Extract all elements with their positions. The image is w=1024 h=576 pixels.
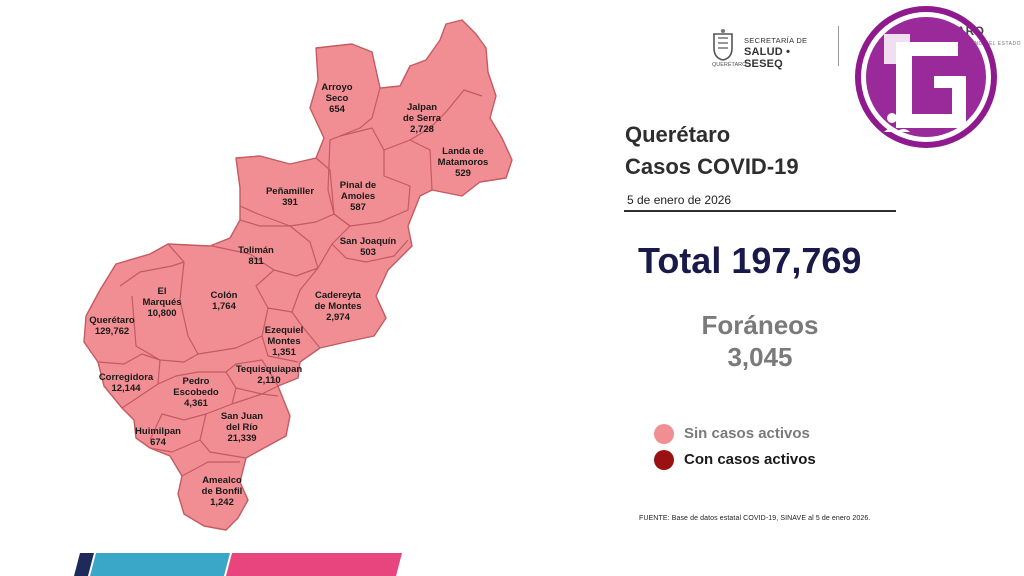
legend-label-con-casos: Con casos activos (684, 451, 816, 468)
label-el-marques: El Marqués 10,800 (142, 286, 182, 319)
secretaria-text: SECRETARÍA DE (744, 36, 808, 45)
border-cadereyta (291, 243, 333, 349)
label-queretaro: Querétaro 129,762 (89, 315, 135, 337)
seal-caption: QUERÉTARO (712, 62, 747, 68)
legend-swatch-con-casos (654, 450, 674, 470)
header-divider (838, 26, 839, 66)
label-amealco: Amealco de Bonfil 1,242 (201, 475, 243, 508)
legend-label-sin-casos: Sin casos activos (684, 425, 810, 442)
footer-color-bar (74, 553, 402, 576)
label-corregidora: Corregidora 12,144 (98, 372, 154, 394)
label-toliman: Tolimán 811 (238, 245, 274, 267)
queretaro-map (83, 19, 513, 531)
label-cadereyta: Cadereyta de Montes 2,974 (314, 290, 362, 323)
label-arroyo-seco: Arroyo Seco 654 (321, 82, 353, 115)
state-seal-icon (713, 29, 733, 61)
label-pedro-escobedo: Pedro Escobedo 4,361 (173, 376, 219, 409)
border-colon (167, 243, 275, 355)
border-penamiller (239, 157, 335, 227)
border-queretaro-corregidora (97, 353, 161, 409)
border-ezequiel (261, 307, 299, 363)
salud-seseq-text: SALUD • SESEQ (744, 46, 791, 70)
border-pinal (327, 127, 411, 227)
border-huimilpan-amealco (149, 439, 240, 477)
border-jalpan-landa (409, 89, 483, 141)
label-colon: Colón 1,764 (210, 290, 238, 312)
date-underline (624, 210, 896, 212)
border-san-joaquin (331, 213, 409, 263)
label-san-joaquin: San Joaquín 503 (339, 236, 397, 258)
seseq-logo: SECRETARÍA DE SALUD • SESEQ QUERÉTARO (706, 26, 832, 70)
report-date: 5 de enero de 2026 (627, 193, 732, 207)
label-ezequiel: Ezequiel Montes 1,351 (264, 325, 304, 358)
foraneos-value: 3,045 (727, 342, 793, 372)
border-san-juan (199, 393, 279, 459)
source-note: FUENTE: Base de datos estatal COVID-19, … (639, 515, 871, 522)
label-huimilpan: Huimilpan 674 (135, 426, 181, 448)
foraneos-label: Foráneos (701, 310, 819, 340)
border-jalpan-pinal (383, 139, 433, 191)
border-arroyo-jalpan (339, 87, 381, 137)
label-pinal: Pinal de Amoles 587 (339, 180, 377, 213)
label-penamiller: Peñamiller 391 (265, 186, 315, 208)
label-landa: Landa de Matamoros 529 (437, 146, 489, 179)
legend-swatch-sin-casos (654, 424, 674, 444)
title-subtitle: Casos COVID-19 (625, 154, 799, 179)
title-state: Querétaro (625, 122, 731, 147)
label-jalpan: Jalpan de Serra 2,728 (402, 102, 442, 135)
border-pedro-escobedo (149, 371, 237, 441)
label-san-juan: San Juan del Río 21,339 (220, 411, 264, 444)
label-tequisquiapan: Tequisquiapan 2,110 (235, 364, 303, 386)
total-cases: Total 197,769 (638, 240, 862, 281)
border-tequisquiapan (225, 359, 279, 395)
g-watermark-logo-icon (855, 6, 997, 148)
